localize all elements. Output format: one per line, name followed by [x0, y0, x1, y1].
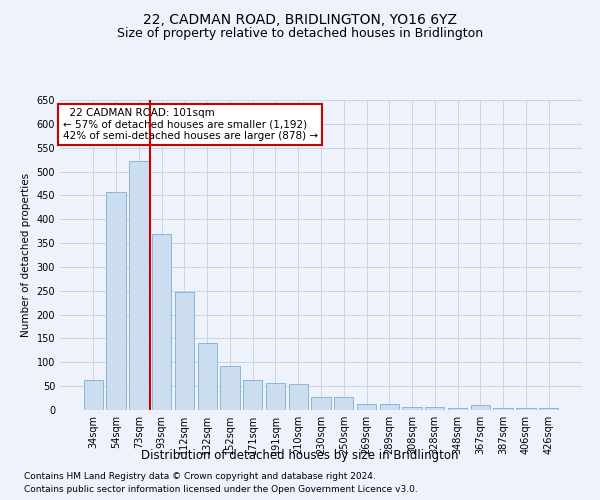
Text: Contains HM Land Registry data © Crown copyright and database right 2024.: Contains HM Land Registry data © Crown c… — [24, 472, 376, 481]
Bar — [403, 406, 422, 410]
Bar — [470, 405, 490, 410]
Text: 22 CADMAN ROAD: 101sqm
← 57% of detached houses are smaller (1,192)
42% of semi-: 22 CADMAN ROAD: 101sqm ← 57% of detached… — [62, 108, 318, 141]
Bar — [380, 404, 399, 410]
Bar — [243, 380, 262, 410]
Bar — [289, 384, 308, 410]
Bar — [129, 161, 149, 410]
Bar — [448, 408, 467, 410]
Bar — [357, 404, 376, 410]
Bar — [220, 366, 239, 410]
Bar — [152, 234, 172, 410]
Bar — [334, 397, 353, 410]
Text: Distribution of detached houses by size in Bridlington: Distribution of detached houses by size … — [141, 448, 459, 462]
Text: 22, CADMAN ROAD, BRIDLINGTON, YO16 6YZ: 22, CADMAN ROAD, BRIDLINGTON, YO16 6YZ — [143, 12, 457, 26]
Bar — [175, 292, 194, 410]
Bar — [197, 343, 217, 410]
Bar — [84, 380, 103, 410]
Y-axis label: Number of detached properties: Number of detached properties — [21, 173, 31, 337]
Bar — [311, 397, 331, 410]
Bar — [539, 408, 558, 410]
Bar — [106, 192, 126, 410]
Bar — [425, 406, 445, 410]
Bar — [516, 408, 536, 410]
Bar — [266, 383, 285, 410]
Text: Size of property relative to detached houses in Bridlington: Size of property relative to detached ho… — [117, 28, 483, 40]
Bar — [493, 408, 513, 410]
Text: Contains public sector information licensed under the Open Government Licence v3: Contains public sector information licen… — [24, 485, 418, 494]
